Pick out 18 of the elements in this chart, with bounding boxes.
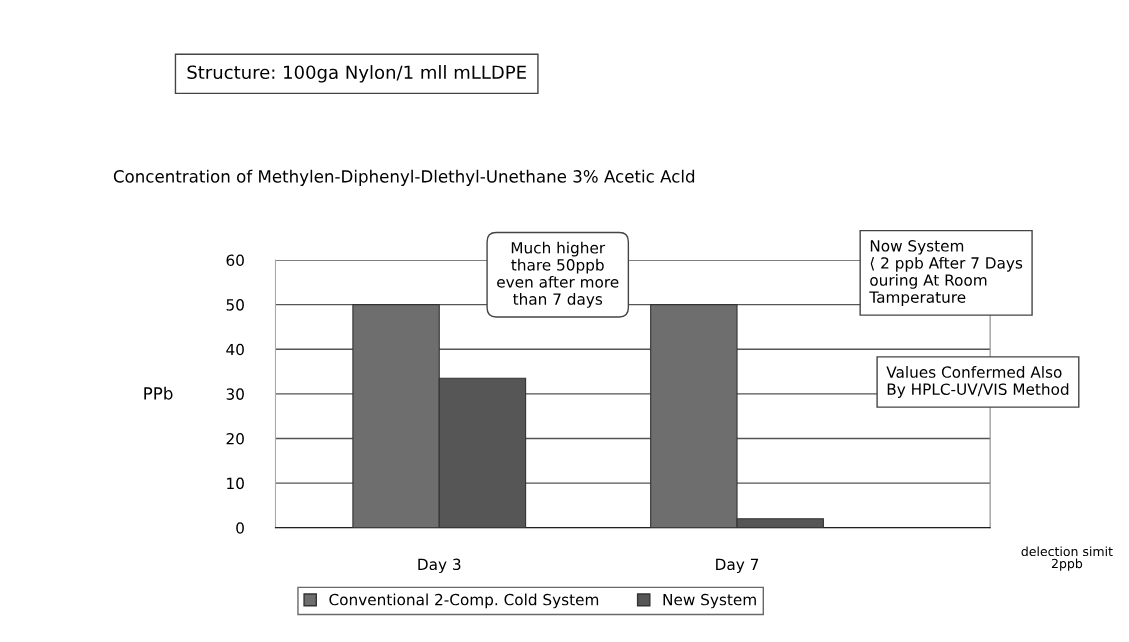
y-tick-label: 50 [226, 299, 244, 311]
x-tick-label: Day 3 [418, 558, 461, 574]
annotation: Now System ⟨ 2 ppb After 7 Days ouring At Room Tamperature [869, 240, 1023, 306]
y-axis-title: PPb [144, 386, 173, 400]
y-tick-label: 10 [227, 477, 244, 490]
x-tick-label: Day 7 [716, 558, 759, 574]
text: delection simit 2ppb [1021, 546, 1113, 571]
legend-label: Conventional 2-Comp. Cold System [329, 593, 599, 609]
y-tick-label: 20 [226, 432, 244, 445]
text: Structure: 100ga Nylon/1 mll mLLDPE [187, 65, 526, 83]
y-tick-label: 40 [226, 343, 244, 356]
chart-title: Concentration of Methylen-Diphenyl-Dlethyl-Unethane 3% Acetic Acld [113, 169, 695, 186]
y-tick-label: 0 [236, 522, 244, 534]
y-tick-label: 30 [226, 388, 244, 400]
legend-label: New System [663, 593, 756, 609]
y-tick-label: 60 [226, 254, 244, 267]
annotation: Much higher thare 50ppb even after more than 7 days [497, 241, 619, 308]
annotation: Values Confermed Also By HPLC-UV/VIS Method [886, 366, 1069, 398]
